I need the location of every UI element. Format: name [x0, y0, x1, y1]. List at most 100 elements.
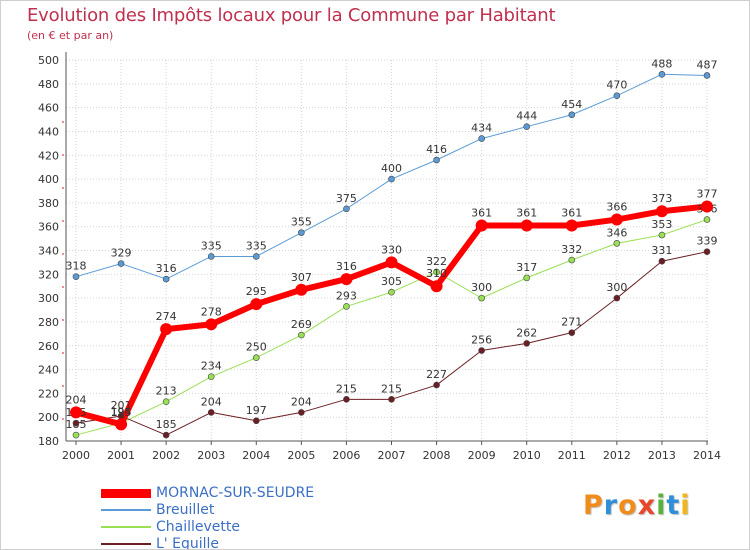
- y-tick-label: 500: [38, 54, 59, 67]
- data-point-l-eguille: [478, 347, 485, 354]
- logo-letter: P: [583, 490, 604, 521]
- data-point-breuillet: [703, 72, 711, 79]
- data-point-l-eguille: [523, 340, 531, 347]
- data-point-chaillevette: [298, 331, 305, 339]
- data-point-breuillet: [658, 70, 666, 78]
- data-point-mornac-sur-seudre: [655, 205, 668, 218]
- legend-label: MORNAC-SUR-SEUDRE: [156, 485, 315, 501]
- data-point-breuillet: [343, 205, 350, 213]
- data-label-l-eguille: 204: [291, 395, 312, 408]
- y-tick-label: 320: [38, 268, 59, 281]
- data-label-mornac-sur-seudre: 204: [66, 393, 87, 406]
- data-point-chaillevette: [162, 398, 170, 406]
- data-label-chaillevette: 250: [246, 341, 267, 354]
- data-point-mornac-sur-seudre: [295, 283, 308, 296]
- data-point-l-eguille: [388, 396, 395, 403]
- data-label-l-eguille: 185: [156, 418, 177, 431]
- data-label-breuillet: 318: [66, 260, 87, 273]
- y-tick-label: 380: [38, 197, 59, 210]
- data-point-breuillet: [613, 92, 621, 100]
- data-point-mornac-sur-seudre: [430, 280, 443, 293]
- chart-title: Evolution des Impôts locaux pour la Comm…: [27, 5, 556, 26]
- data-label-breuillet: 329: [111, 247, 132, 260]
- data-point-breuillet: [162, 275, 170, 283]
- data-label-chaillevette: 305: [381, 275, 402, 288]
- y-tick-label: 260: [38, 340, 59, 353]
- data-label-mornac-sur-seudre: 316: [336, 260, 357, 273]
- data-label-mornac-sur-seudre: 366: [606, 201, 627, 214]
- data-label-chaillevette: 322: [426, 255, 447, 268]
- data-point-breuillet: [298, 229, 305, 236]
- data-label-l-eguille: 227: [426, 368, 447, 381]
- data-point-mornac-sur-seudre: [385, 256, 398, 269]
- y-tick-label: 400: [38, 173, 59, 186]
- data-point-mornac-sur-seudre: [160, 323, 173, 336]
- data-label-mornac-sur-seudre: 361: [516, 206, 537, 219]
- data-label-breuillet: 400: [381, 162, 402, 175]
- legend-swatch: [101, 488, 151, 498]
- data-point-breuillet: [72, 273, 80, 280]
- x-tick-label: 2011: [558, 449, 586, 462]
- data-point-breuillet: [478, 135, 485, 142]
- data-point-mornac-sur-seudre: [610, 213, 623, 226]
- data-label-l-eguille: 256: [471, 334, 492, 347]
- data-point-l-eguille: [298, 409, 305, 416]
- data-label-chaillevette: 332: [561, 243, 582, 256]
- data-point-mornac-sur-seudre: [701, 200, 713, 213]
- x-tick-label: 2010: [513, 449, 541, 462]
- data-point-mornac-sur-seudre: [520, 219, 533, 232]
- data-point-chaillevette: [613, 240, 621, 247]
- data-point-l-eguille: [343, 396, 350, 403]
- chart-subtitle: (en € et par an): [27, 29, 114, 42]
- data-label-chaillevette: 300: [471, 281, 492, 294]
- data-point-breuillet: [207, 253, 215, 260]
- data-point-breuillet: [388, 175, 395, 183]
- y-tick-label: 280: [38, 316, 59, 329]
- x-tick-label: 2006: [332, 449, 360, 462]
- data-label-chaillevette: 213: [156, 385, 177, 398]
- data-point-l-eguille: [72, 419, 80, 427]
- data-label-l-eguille: 197: [246, 404, 267, 417]
- x-tick-label: 2002: [152, 449, 180, 462]
- data-label-mornac-sur-seudre: 373: [651, 192, 672, 205]
- y-tick-label: 360: [38, 221, 59, 234]
- data-label-mornac-sur-seudre: 361: [561, 206, 582, 219]
- x-tick-label: 2009: [468, 449, 496, 462]
- data-point-chaillevette: [343, 303, 350, 310]
- data-label-mornac-sur-seudre: 310: [426, 267, 447, 280]
- y-tick-label: 420: [38, 149, 59, 162]
- data-label-breuillet: 434: [471, 122, 492, 135]
- y-tick-label: 180: [38, 435, 59, 448]
- y-tick-label: 240: [38, 364, 59, 377]
- data-label-chaillevette: 353: [651, 218, 672, 231]
- logo-letter: r: [603, 490, 619, 521]
- data-point-breuillet: [568, 111, 576, 119]
- x-tick-label: 2003: [197, 449, 225, 462]
- data-label-l-eguille: 271: [561, 316, 582, 329]
- legend-swatch: [101, 543, 151, 545]
- x-tick-label: 2005: [287, 449, 315, 462]
- data-point-chaillevette: [478, 294, 485, 302]
- data-point-chaillevette: [523, 274, 531, 282]
- data-point-breuillet: [252, 253, 260, 260]
- data-label-breuillet: 488: [651, 57, 672, 70]
- data-label-breuillet: 316: [156, 262, 177, 275]
- data-label-mornac-sur-seudre: 278: [201, 305, 222, 318]
- y-tick-label: 300: [38, 292, 59, 305]
- x-tick-label: 2014: [693, 449, 721, 462]
- y-tick-label: 220: [38, 387, 59, 400]
- data-label-breuillet: 487: [697, 58, 718, 71]
- data-label-l-eguille: 204: [201, 395, 222, 408]
- data-point-chaillevette: [703, 216, 711, 223]
- data-point-l-eguille: [162, 431, 170, 439]
- data-label-l-eguille: 215: [336, 382, 357, 395]
- data-label-chaillevette: 293: [336, 289, 357, 302]
- data-point-mornac-sur-seudre: [565, 219, 578, 232]
- data-point-l-eguille: [703, 248, 711, 255]
- x-tick-label: 2007: [378, 449, 406, 462]
- data-label-l-eguille: 262: [516, 326, 537, 339]
- y-tick-label: 200: [38, 411, 59, 424]
- x-tick-label: 2013: [648, 449, 676, 462]
